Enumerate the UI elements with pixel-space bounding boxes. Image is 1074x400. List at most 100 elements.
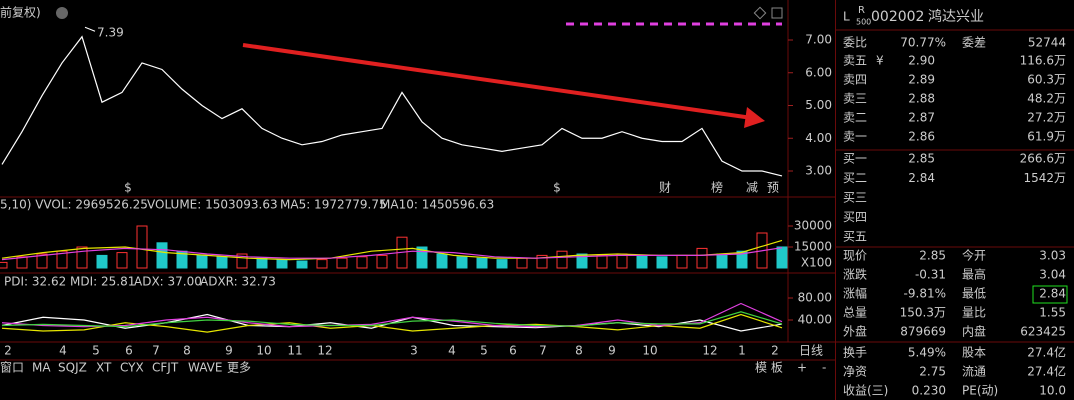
ask-volume: 61.9万 [1027, 130, 1066, 144]
volume-bar [376, 254, 388, 269]
adjust-mode[interactable]: 前复权) [0, 5, 41, 20]
ask-price: 2.90 [908, 54, 935, 68]
toolbar-item[interactable]: CFJT [152, 361, 179, 375]
toolbar-item[interactable]: WAVE [188, 361, 222, 375]
field-value: 27.4亿 [1027, 364, 1066, 379]
currency-icon: ¥ [876, 54, 884, 68]
bid-volume: 266.6万 [1020, 152, 1066, 166]
ask-volume: 48.2万 [1027, 92, 1066, 106]
field-label: 委比 [843, 36, 867, 50]
volume-bar [456, 256, 468, 269]
date-label: 6 [125, 344, 133, 358]
toolbar-item[interactable]: CYX [120, 361, 144, 375]
high-marker [84, 26, 96, 32]
toolbar-item[interactable]: 更多 [227, 361, 251, 375]
volume-bar [116, 252, 128, 269]
field-label: 内盘 [962, 324, 986, 339]
field-value: -9.81% [904, 287, 946, 301]
field-label: 委差 [962, 36, 986, 50]
field-label: 最低 [962, 287, 986, 301]
volume-bar [476, 257, 488, 269]
volume-bar [696, 247, 708, 269]
toolbar-item[interactable]: 模 板 [755, 361, 783, 375]
legend-text: 5,10) VVOL: 2969526.25 [0, 198, 148, 212]
legend-text: VOLUME: 1503093.63 [147, 198, 278, 212]
date-label: 12 [702, 344, 717, 358]
volume-bar [356, 256, 368, 269]
volume-bar [556, 250, 568, 269]
legend-text: ADXR: 32.73 [200, 275, 276, 289]
field-label: 今开 [962, 248, 986, 263]
y-tick-label: 40.00 [798, 313, 832, 327]
ask-volume: 27.2万 [1027, 111, 1066, 125]
event-marker[interactable]: 财 [659, 181, 671, 195]
series-line [1, 313, 783, 333]
volume-bar [196, 254, 208, 269]
high-label: 7.39 [97, 26, 124, 40]
field-value: 70.77% [900, 36, 946, 50]
legend-text: ADX: 37.00 [134, 275, 202, 289]
toolbar-item[interactable]: + [797, 361, 807, 375]
toolbar-item[interactable]: XT [96, 361, 112, 375]
date-label: 4 [59, 344, 67, 358]
event-marker[interactable]: $ [553, 181, 561, 195]
prefix: L [843, 10, 850, 24]
date-label: 7 [152, 344, 160, 358]
event-marker[interactable]: 减 [746, 181, 758, 195]
arrow-head [744, 107, 765, 128]
trend-arrow [242, 43, 753, 120]
field-label: 换手 [843, 346, 867, 360]
dropdown-icon[interactable] [56, 7, 68, 19]
date-label: 4 [448, 344, 456, 358]
bid-label: 买四 [843, 210, 867, 224]
ask-price: 2.88 [908, 92, 935, 106]
ask-label: 卖四 [843, 73, 867, 87]
field-value: 0.230 [912, 384, 946, 398]
volume-bar [316, 259, 328, 269]
volume-bar [16, 256, 28, 269]
volume-bar [736, 250, 748, 269]
bid-price: 2.85 [908, 152, 935, 166]
date-label: 8 [183, 344, 191, 358]
low-box [1032, 285, 1068, 304]
toolbar-item[interactable]: MA [32, 361, 51, 375]
date-label: 6 [509, 344, 517, 358]
series-line [1, 35, 783, 177]
field-value: -0.31 [915, 268, 946, 282]
volume-bar [96, 254, 108, 269]
volume-bar [336, 257, 348, 269]
date-label: 3 [410, 344, 418, 358]
diamond-icon[interactable] [753, 6, 767, 20]
field-label: 现价 [843, 249, 867, 263]
volume-bar [416, 246, 428, 269]
field-label: 股本 [962, 346, 986, 360]
series-line [1, 302, 783, 328]
field-value: 3.03 [1039, 249, 1066, 263]
ask-volume: 60.3万 [1027, 73, 1066, 87]
bid-label: 买一 [843, 152, 867, 166]
date-label: 2 [771, 344, 779, 358]
field-value: 10.0 [1039, 384, 1066, 398]
field-value: 2.84 [1039, 287, 1066, 301]
volume-bar [716, 253, 728, 269]
toolbar-item[interactable]: 窗口 [0, 361, 24, 375]
event-marker[interactable]: 预 [767, 181, 779, 195]
toolbar-item[interactable]: - [822, 361, 826, 375]
date-label: 10 [642, 344, 657, 358]
legend-text: MDI: 25.81 [70, 275, 135, 289]
ask-volume: 116.6万 [1020, 54, 1066, 68]
event-marker[interactable]: 榜 [711, 180, 723, 195]
unit-label: X100 [801, 256, 832, 270]
toolbar-item[interactable]: SQJZ [58, 361, 87, 375]
ask-label: 卖一 [843, 130, 867, 144]
event-marker[interactable]: $ [124, 181, 132, 195]
ask-label: 卖二 [843, 111, 867, 125]
y-tick-label: 7.00 [805, 33, 832, 47]
field-label: 最高 [962, 267, 986, 282]
box-icon[interactable] [771, 7, 783, 19]
period-label[interactable]: 日线 [799, 344, 823, 358]
date-label: 11 [287, 344, 302, 358]
volume-bar [236, 253, 248, 269]
